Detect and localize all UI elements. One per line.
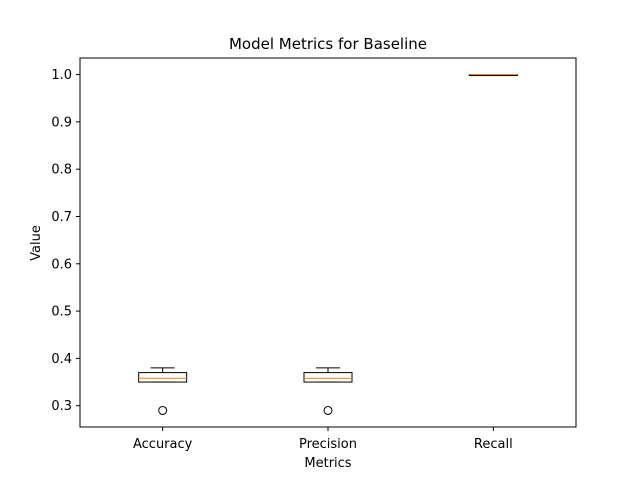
y-tick-label: 0.3 [51, 399, 72, 414]
chart-title: Model Metrics for Baseline [229, 35, 427, 53]
x-tick-label: Precision [299, 437, 357, 452]
x-tick-label: Recall [474, 437, 513, 452]
y-axis-label: Value [29, 225, 44, 261]
y-tick-label: 0.9 [51, 115, 72, 130]
x-axis-label: Metrics [304, 456, 351, 471]
outlier-point [158, 405, 168, 415]
box-iqr [303, 372, 353, 383]
outlier-point [323, 405, 333, 415]
y-tick-label: 0.7 [51, 210, 72, 225]
plot-area: 0.3 0.4 0.5 0.6 0.7 0.8 0.9 1.0 Accuracy Precisio… [51, 57, 577, 452]
box-iqr [138, 372, 188, 383]
y-tick-label: 0.5 [51, 305, 72, 320]
plot-frame [79, 57, 577, 428]
y-tick-label: 0.8 [51, 163, 72, 178]
x-tick-label: Accuracy [133, 437, 193, 452]
y-tick-label: 0.6 [51, 257, 72, 272]
y-tick-label: 1.0 [51, 68, 72, 83]
y-tick-label: 0.4 [51, 352, 72, 367]
